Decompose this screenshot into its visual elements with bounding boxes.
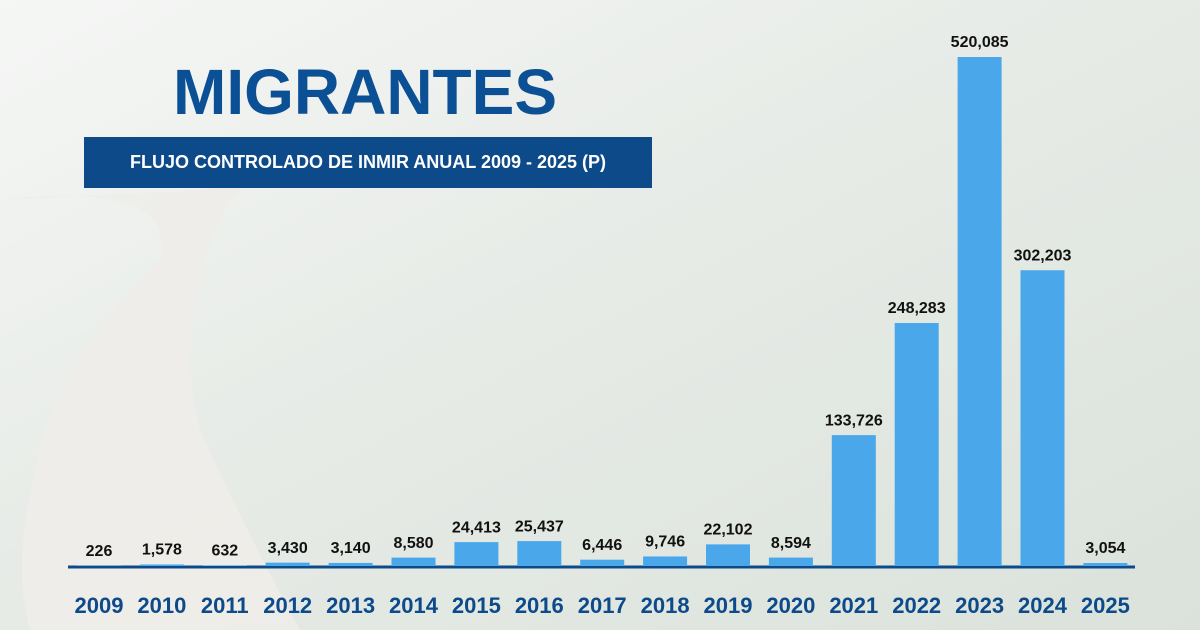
x-tick-label: 2012 — [263, 593, 312, 618]
bar — [454, 542, 499, 566]
value-label: 9,746 — [645, 534, 685, 551]
value-label: 24,413 — [452, 519, 501, 536]
chart-subtitle: FLUJO CONTROLADO DE INMIR ANUAL 2009 - 2… — [130, 152, 606, 172]
value-label: 302,203 — [1014, 247, 1072, 264]
bar — [1020, 270, 1065, 566]
bar — [957, 57, 1002, 566]
value-label: 3,430 — [268, 540, 308, 557]
value-label: 22,102 — [704, 522, 753, 539]
value-label: 133,726 — [825, 412, 883, 429]
x-tick-label: 2011 — [201, 593, 249, 618]
value-label: 226 — [86, 543, 113, 560]
x-tick-label: 2021 — [829, 593, 878, 618]
value-label: 3,054 — [1085, 540, 1125, 557]
value-label: 632 — [211, 543, 238, 560]
value-label: 25,437 — [515, 518, 564, 535]
value-label: 248,283 — [888, 300, 946, 317]
chart-title: MIGRANTES — [173, 56, 557, 128]
x-tick-label: 2014 — [389, 593, 439, 618]
bar — [894, 323, 939, 566]
x-tick-label: 2024 — [1018, 593, 1068, 618]
bar — [580, 559, 625, 566]
x-tick-label: 2018 — [641, 593, 690, 618]
x-tick-label: 2010 — [137, 593, 186, 618]
x-tick-label: 2013 — [326, 593, 375, 618]
x-tick-label: 2015 — [452, 593, 501, 618]
bar — [517, 541, 562, 566]
x-tick-label: 2016 — [515, 593, 564, 618]
bar — [831, 435, 876, 566]
value-label: 1,578 — [142, 542, 182, 559]
value-label: 8,580 — [393, 535, 433, 552]
x-tick-label: 2025 — [1081, 593, 1130, 618]
bar — [265, 562, 310, 566]
bar — [1083, 563, 1128, 566]
bar — [328, 562, 373, 566]
value-label: 6,446 — [582, 537, 622, 554]
value-label: 8,594 — [771, 535, 811, 552]
x-tick-label: 2022 — [892, 593, 941, 618]
bar — [768, 557, 813, 566]
value-label: 520,085 — [951, 34, 1009, 51]
x-tick-label: 2019 — [704, 593, 753, 618]
subtitle-box — [84, 137, 652, 188]
bar — [643, 556, 688, 566]
value-label: 3,140 — [331, 540, 371, 557]
bar — [202, 565, 247, 566]
x-tick-label: 2020 — [766, 593, 815, 618]
bar — [706, 544, 750, 566]
x-tick-label: 2009 — [75, 593, 124, 618]
bar — [391, 557, 436, 566]
bar — [139, 564, 184, 566]
x-tick-label: 2017 — [578, 593, 627, 618]
x-tick-label: 2023 — [955, 593, 1004, 618]
background-river — [0, 186, 300, 630]
